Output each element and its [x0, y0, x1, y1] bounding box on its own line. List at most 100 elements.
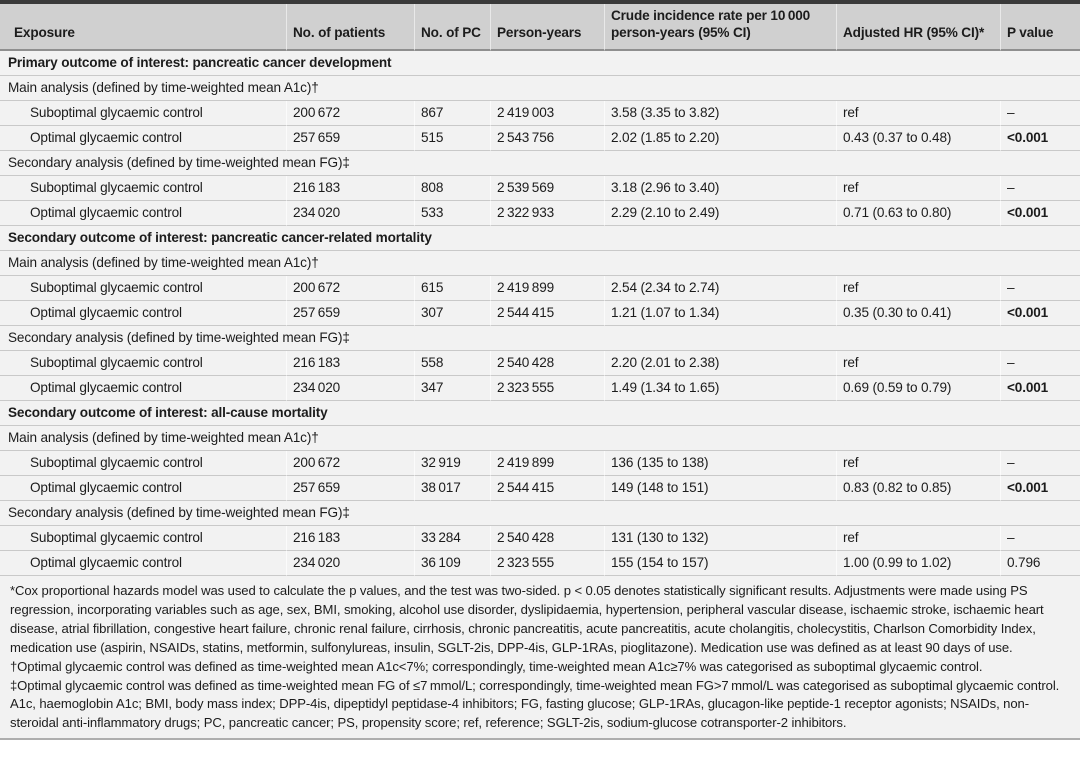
subsection-label: Main analysis (defined by time-weighted … [0, 250, 1080, 276]
header-row: Exposure No. of patients No. of PC Perso… [0, 4, 1080, 51]
subsection-label: Main analysis (defined by time-weighted … [0, 75, 1080, 101]
cell-crude: 155 (154 to 157) [604, 550, 836, 576]
cell-py: 2 544 415 [490, 300, 604, 326]
cell-crude: 149 (148 to 151) [604, 475, 836, 501]
cell-pc: 558 [414, 350, 490, 376]
cell-pc: 32 919 [414, 450, 490, 476]
cell-pc: 867 [414, 100, 490, 126]
table-row: Suboptimal glycaemic control 216 183 558 2 … [0, 350, 1080, 376]
crude-header-line2: person-years (95% CI) [611, 24, 751, 40]
cell-hr: 0.71 (0.63 to 0.80) [836, 200, 1000, 226]
section-row: Primary outcome of interest: pancreatic … [0, 50, 1080, 76]
footnote: ‡Optimal glycaemic control was defined a… [10, 677, 1060, 693]
footnotes: *Cox proportional hazards model was used… [0, 575, 1080, 741]
table-row: Suboptimal glycaemic control 200 672 615 2 … [0, 275, 1080, 301]
cell-crude: 2.20 (2.01 to 2.38) [604, 350, 836, 376]
cell-hr: ref [836, 450, 1000, 476]
cell-py: 2 322 933 [490, 200, 604, 226]
column-header-exposure: Exposure [0, 4, 286, 51]
cell-patients: 216 183 [286, 525, 414, 551]
cell-hr: ref [836, 350, 1000, 376]
crude-header-line1: Crude incidence rate per 10 000 [611, 8, 811, 23]
cell-p: – [1000, 175, 1080, 201]
cell-hr: 0.83 (0.82 to 0.85) [836, 475, 1000, 501]
subsection-row: Secondary analysis (defined by time-weig… [0, 150, 1080, 176]
table-row: Suboptimal glycaemic control 216 183 33 28… [0, 525, 1080, 551]
cell-exposure: Suboptimal glycaemic control [0, 350, 286, 376]
column-header-adjusted-hr: Adjusted HR (95% CI)* [836, 4, 1000, 51]
cell-p: <0.001 [1000, 375, 1080, 401]
cell-pc: 808 [414, 175, 490, 201]
cell-crude: 1.21 (1.07 to 1.34) [604, 300, 836, 326]
section-row: Secondary outcome of interest: pancreati… [0, 225, 1080, 251]
cell-py: 2 419 003 [490, 100, 604, 126]
cell-patients: 234 020 [286, 375, 414, 401]
column-header-patients: No. of patients [286, 4, 414, 51]
cell-crude: 136 (135 to 138) [604, 450, 836, 476]
cell-p: <0.001 [1000, 125, 1080, 151]
cell-hr: 0.35 (0.30 to 0.41) [836, 300, 1000, 326]
cell-exposure: Suboptimal glycaemic control [0, 525, 286, 551]
cell-py: 2 419 899 [490, 275, 604, 301]
table-row: Suboptimal glycaemic control 200 672 867 2 … [0, 100, 1080, 126]
table-row: Suboptimal glycaemic control 216 183 808 2 … [0, 175, 1080, 201]
subsection-row: Secondary analysis (defined by time-weig… [0, 325, 1080, 351]
cell-pc: 533 [414, 200, 490, 226]
cell-patients: 257 659 [286, 125, 414, 151]
table-row: Optimal glycaemic control 257 659 38 017 2 … [0, 475, 1080, 501]
subsection-row: Main analysis (defined by time-weighted … [0, 425, 1080, 451]
cell-p: – [1000, 350, 1080, 376]
cell-crude: 1.49 (1.34 to 1.65) [604, 375, 836, 401]
cell-p: – [1000, 100, 1080, 126]
cell-py: 2 323 555 [490, 375, 604, 401]
cell-exposure: Suboptimal glycaemic control [0, 175, 286, 201]
cell-p: – [1000, 525, 1080, 551]
section-label: Secondary outcome of interest: pancreati… [0, 225, 1080, 251]
subsection-row: Secondary analysis (defined by time-weig… [0, 500, 1080, 526]
subsection-label: Main analysis (defined by time-weighted … [0, 425, 1080, 451]
cell-p: 0.796 [1000, 550, 1080, 576]
cell-py: 2 419 899 [490, 450, 604, 476]
subsection-row: Main analysis (defined by time-weighted … [0, 75, 1080, 101]
cell-exposure: Optimal glycaemic control [0, 550, 286, 576]
cell-exposure: Suboptimal glycaemic control [0, 450, 286, 476]
cell-crude: 3.58 (3.35 to 3.82) [604, 100, 836, 126]
section-row: Secondary outcome of interest: all-cause… [0, 400, 1080, 426]
cell-patients: 200 672 [286, 450, 414, 476]
cell-p: <0.001 [1000, 200, 1080, 226]
table-row: Optimal glycaemic control 257 659 307 2 544… [0, 300, 1080, 326]
cell-p: – [1000, 275, 1080, 301]
cell-hr: 0.43 (0.37 to 0.48) [836, 125, 1000, 151]
footnote: †Optimal glycaemic control was defined a… [10, 658, 983, 674]
cell-patients: 234 020 [286, 200, 414, 226]
cell-crude: 2.02 (1.85 to 2.20) [604, 125, 836, 151]
table-header: Exposure No. of patients No. of PC Perso… [0, 4, 1080, 51]
cell-p: <0.001 [1000, 300, 1080, 326]
cell-patients: 200 672 [286, 100, 414, 126]
cell-crude: 2.29 (2.10 to 2.49) [604, 200, 836, 226]
cell-hr: 0.69 (0.59 to 0.79) [836, 375, 1000, 401]
cell-py: 2 544 415 [490, 475, 604, 501]
section-label: Secondary outcome of interest: all-cause… [0, 400, 1080, 426]
footnote: *Cox proportional hazards model was used… [10, 582, 1044, 655]
section-label: Primary outcome of interest: pancreatic … [0, 50, 1080, 76]
cell-crude: 131 (130 to 132) [604, 525, 836, 551]
cell-patients: 234 020 [286, 550, 414, 576]
table-row: Optimal glycaemic control 234 020 36 109 2 … [0, 550, 1080, 576]
cell-crude: 2.54 (2.34 to 2.74) [604, 275, 836, 301]
subsection-label: Secondary analysis (defined by time-weig… [0, 325, 1080, 351]
cell-patients: 216 183 [286, 350, 414, 376]
table-body: Primary outcome of interest: pancreatic … [0, 50, 1080, 576]
cell-pc: 36 109 [414, 550, 490, 576]
cell-pc: 307 [414, 300, 490, 326]
column-header-p-value: P value [1000, 4, 1080, 51]
cell-patients: 216 183 [286, 175, 414, 201]
table-row: Optimal glycaemic control 234 020 347 2 323… [0, 375, 1080, 401]
cell-pc: 615 [414, 275, 490, 301]
column-header-pc: No. of PC [414, 4, 490, 51]
cell-exposure: Optimal glycaemic control [0, 200, 286, 226]
cell-py: 2 539 569 [490, 175, 604, 201]
column-header-person-years: Person-years [490, 4, 604, 51]
cell-exposure: Suboptimal glycaemic control [0, 275, 286, 301]
cell-exposure: Optimal glycaemic control [0, 375, 286, 401]
